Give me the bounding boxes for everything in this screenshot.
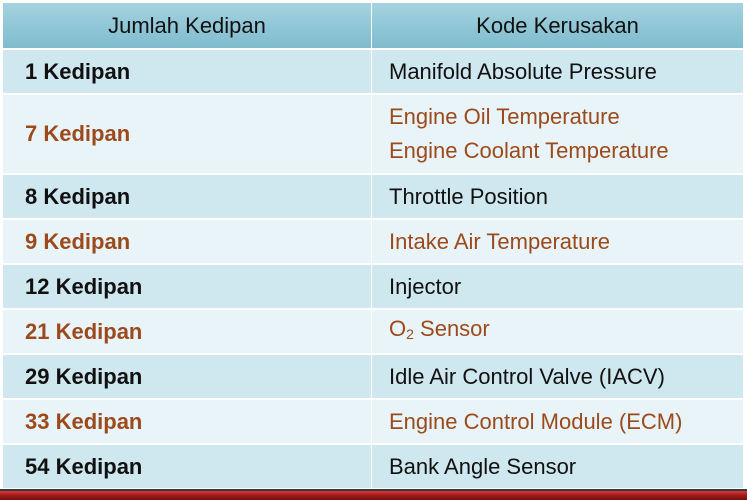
blink-count-cell: 33 Kedipan [3,400,372,445]
fault-code-cell: Manifold Absolute Pressure [372,50,743,95]
blink-count-cell: 21 Kedipan [3,310,372,355]
blink-code-table: Jumlah Kedipan Kode Kerusakan 1 Kedipan … [3,3,743,490]
fault-code-prefix: O [389,316,407,341]
fault-code-cell: Throttle Position [372,175,743,220]
table-row: 9 Kedipan Intake Air Temperature [3,220,743,265]
fault-code-cell: O2 Sensor [372,310,743,355]
fault-code-suffix: Sensor [413,316,490,341]
fault-code-cell: Intake Air Temperature [372,220,743,265]
fault-code-text: Throttle Position [389,183,548,209]
table-header-row: Jumlah Kedipan Kode Kerusakan [3,3,743,50]
table-row: 33 Kedipan Engine Control Module (ECM) [3,400,743,445]
table-row: 29 Kedipan Idle Air Control Valve (IACV) [3,355,743,400]
fault-code-cell: Bank Angle Sensor [372,445,743,490]
fault-code-text: Engine Oil Temperature [389,104,620,129]
blink-count-cell: 7 Kedipan [3,95,372,175]
fault-code-cell: Engine Control Module (ECM) [372,400,743,445]
slide-bottom-rule-edge [0,489,747,491]
table-row: 54 Kedipan Bank Angle Sensor [3,445,743,490]
blink-count-cell: 29 Kedipan [3,355,372,400]
fault-code-cell: Idle Air Control Valve (IACV) [372,355,743,400]
fault-code-text: Manifold Absolute Pressure [389,58,657,84]
fault-code-text: Intake Air Temperature [389,228,610,254]
slide-bottom-rule [0,491,747,500]
fault-code-text: Engine Coolant Temperature [389,138,669,163]
blink-count-cell: 1 Kedipan [3,50,372,95]
fault-code-text: Idle Air Control Valve (IACV) [389,363,665,389]
table-row: 12 Kedipan Injector [3,265,743,310]
blink-count-cell: 9 Kedipan [3,220,372,265]
header-fault-code: Kode Kerusakan [372,3,743,50]
table-row: 8 Kedipan Throttle Position [3,175,743,220]
table-row: 21 Kedipan O2 Sensor [3,310,743,355]
fault-code-text: Injector [389,273,462,299]
header-blink-count: Jumlah Kedipan [3,3,372,50]
fault-code-cell: Engine Oil Temperature Engine Coolant Te… [372,95,743,175]
fault-code-subscript: 2 [406,326,414,342]
fault-code-text: Bank Angle Sensor [389,453,577,479]
blink-count-cell: 54 Kedipan [3,445,372,490]
table-row: 7 Kedipan Engine Oil Temperature Engine … [3,95,743,175]
table-row: 1 Kedipan Manifold Absolute Pressure [3,50,743,95]
fault-code-cell: Injector [372,265,743,310]
fault-code-text: Engine Control Module (ECM) [389,408,683,434]
blink-count-cell: 8 Kedipan [3,175,372,220]
blink-count-cell: 12 Kedipan [3,265,372,310]
